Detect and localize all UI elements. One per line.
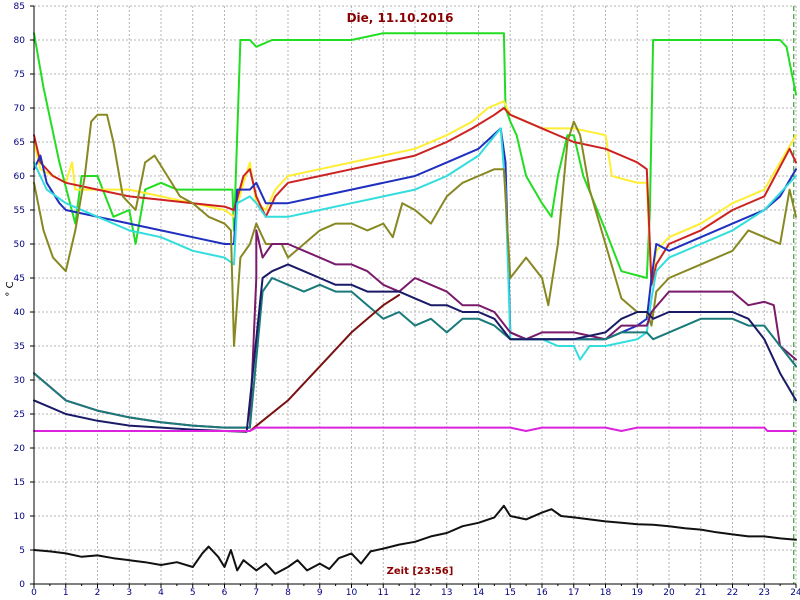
x-tick-label: 16 xyxy=(536,588,548,598)
x-tick-label: 5 xyxy=(190,588,196,598)
x-tick-label: 17 xyxy=(568,588,579,598)
x-tick-label: 8 xyxy=(285,588,291,598)
axis-layer xyxy=(30,5,797,588)
y-tick-label: 20 xyxy=(14,444,26,454)
x-tick-label: 10 xyxy=(346,588,358,598)
y-tick-label: 35 xyxy=(14,342,25,352)
x-tick-label: 7 xyxy=(253,588,259,598)
y-tick-label: 65 xyxy=(14,138,25,148)
y-tick-label: 45 xyxy=(14,274,25,284)
series-line xyxy=(33,426,797,432)
y-tick-label: 75 xyxy=(14,70,25,80)
series-line xyxy=(33,107,797,286)
x-tick-label: 2 xyxy=(95,588,101,598)
series-line xyxy=(33,127,797,341)
x-tick-label: 13 xyxy=(441,588,452,598)
series-line xyxy=(33,127,797,361)
x-tick-label: 18 xyxy=(600,588,612,598)
y-tick-label: 0 xyxy=(19,580,25,590)
y-tick-label: 30 xyxy=(14,376,26,386)
x-tick-label: 9 xyxy=(317,588,323,598)
y-tick-label: 15 xyxy=(14,478,25,488)
x-tick-label: 19 xyxy=(632,588,644,598)
series-layer xyxy=(33,32,797,575)
x-tick-label: 12 xyxy=(409,588,420,598)
x-tick-label: 20 xyxy=(663,588,675,598)
y-axis-label: ° C xyxy=(5,281,16,296)
y-tick-label: 40 xyxy=(14,308,26,318)
x-tick-label: 24 xyxy=(790,588,800,598)
series-line xyxy=(33,277,797,429)
y-tick-label: 55 xyxy=(14,206,25,216)
grid xyxy=(34,5,797,584)
series-line xyxy=(248,294,401,432)
y-tick-label: 5 xyxy=(19,546,25,556)
y-tick-label: 70 xyxy=(14,104,26,114)
x-tick-label: 21 xyxy=(695,588,706,598)
y-tick-label: 50 xyxy=(14,240,26,250)
series-line xyxy=(33,32,797,279)
y-tick-label: 80 xyxy=(14,36,26,46)
x-tick-label: 23 xyxy=(759,588,770,598)
chart-title: Die, 11.10.2016 xyxy=(347,11,454,25)
x-tick-label: 15 xyxy=(505,588,516,598)
x-tick-label: 11 xyxy=(378,588,389,598)
series-line xyxy=(33,504,797,575)
y-tick-label: 85 xyxy=(14,2,25,12)
x-tick-label: 1 xyxy=(63,588,69,598)
y-tick-label: 60 xyxy=(14,172,26,182)
x-tick-label: 6 xyxy=(222,588,228,598)
y-tick-label: 25 xyxy=(14,410,25,420)
x-tick-label: 14 xyxy=(473,588,485,598)
x-tick-label: 3 xyxy=(126,588,132,598)
x-tick-label: 4 xyxy=(158,588,164,598)
x-tick-label: 22 xyxy=(727,588,738,598)
x-tick-label: 0 xyxy=(31,588,37,598)
y-tick-label: 10 xyxy=(14,512,26,522)
x-axis-label: Zeit [23:56] xyxy=(387,566,454,577)
